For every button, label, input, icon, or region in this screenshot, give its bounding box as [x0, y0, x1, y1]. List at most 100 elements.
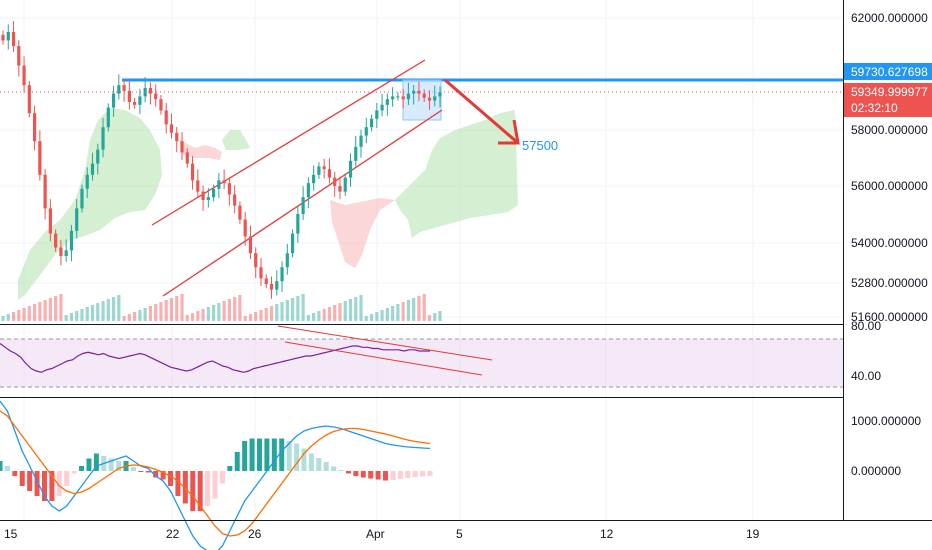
macd-panel[interactable]: [0, 397, 932, 550]
rsi-panel[interactable]: [0, 324, 932, 388]
candle-body: [269, 284, 274, 290]
candle-body: [348, 160, 353, 178]
candle-body: [106, 107, 110, 128]
rsi-tick-label: 40.00: [851, 369, 881, 383]
macd-histogram-bar: [86, 458, 92, 471]
volume-bar: [433, 313, 437, 321]
candle-body: [122, 85, 126, 91]
volume-bar: [190, 313, 195, 321]
time-axis[interactable]: 15 22 26 Apr 5 12 19: [0, 520, 932, 542]
volume-bar: [159, 302, 163, 321]
macd-histogram-bar: [264, 438, 270, 471]
volume-bar: [264, 308, 268, 321]
volume-bar: [69, 313, 74, 321]
candle-body: [27, 85, 31, 114]
volume-bar: [391, 306, 395, 321]
rsi-trendline-lower: [284, 341, 483, 376]
macd-histogram-bar: [108, 458, 114, 471]
candle-body: [233, 194, 237, 206]
x-tick-label: 22: [166, 527, 180, 541]
candle-body: [85, 174, 89, 189]
rsi-tick-label: 80.00: [851, 319, 881, 333]
volume-bar: [317, 311, 321, 321]
volume-bar: [296, 296, 300, 321]
candle-body: [285, 253, 289, 268]
candle-body: [96, 149, 100, 164]
volume-bar: [285, 300, 289, 321]
volume-bar: [111, 297, 116, 321]
macd-histogram-bar: [175, 471, 181, 496]
candle-body: [343, 177, 347, 192]
macd-histogram-bar: [212, 471, 218, 499]
x-tick-label: 15: [4, 527, 18, 541]
candle-body: [322, 166, 326, 170]
candle-body: [32, 113, 37, 142]
macd-histogram-bar: [242, 441, 248, 471]
candle-body: [259, 267, 263, 279]
volume-bar: [338, 303, 342, 321]
candle-body: [438, 92, 442, 97]
volume-bar: [348, 299, 353, 321]
candle-body: [159, 99, 163, 111]
candle-body: [17, 46, 21, 66]
candle-body: [391, 96, 395, 100]
volume-bar: [59, 294, 63, 321]
ichimoku-cloud-green-2: [222, 130, 250, 150]
macd-histogram-bar: [412, 471, 418, 477]
target-label: 57500: [522, 138, 558, 153]
candle-body: [359, 135, 363, 147]
candle-body: [354, 146, 358, 161]
volume-bar: [169, 298, 174, 321]
candle-body: [64, 250, 68, 256]
candle-body: [206, 197, 210, 200]
volume-bar: [212, 305, 216, 321]
macd-histogram-bar: [219, 471, 225, 484]
macd-histogram-bar: [331, 466, 337, 471]
macd-histogram-bar: [308, 453, 314, 471]
macd-histogram-bar: [71, 471, 77, 474]
candle-body: [422, 93, 426, 98]
macd-histogram: [0, 438, 433, 511]
candle-body: [380, 104, 384, 111]
candle-body: [154, 93, 158, 100]
candle-body: [80, 188, 84, 209]
macd-histogram-bar: [19, 471, 25, 486]
macd-histogram-bar: [64, 471, 70, 486]
volume-bar: [38, 302, 42, 321]
macd-histogram-bar: [41, 471, 47, 501]
volume-bar: [427, 315, 432, 321]
macd-histogram-bar: [353, 471, 359, 476]
resistance-price-label: 59730.627698: [851, 65, 928, 79]
macd-histogram-bar: [405, 471, 411, 478]
volume-bar: [27, 306, 31, 321]
macd-histogram-bar: [383, 471, 389, 481]
rsi-trendline-upper: [277, 325, 493, 361]
macd-histogram-bar: [375, 471, 381, 480]
macd-histogram-bar: [323, 462, 329, 471]
candle-body: [143, 88, 147, 97]
macd-histogram-bar: [56, 471, 62, 496]
volume-bar: [180, 294, 184, 321]
volume-bar: [354, 297, 358, 321]
candle-body: [290, 233, 295, 254]
macd-histogram-bar: [79, 466, 85, 471]
volume-bar: [243, 316, 247, 321]
macd-histogram-bar: [34, 471, 40, 496]
macd-histogram-bar: [256, 438, 262, 471]
candle-body: [48, 208, 52, 234]
volume-bar: [364, 316, 368, 321]
candle-body: [127, 90, 131, 102]
volume-bar: [80, 309, 84, 321]
volume-bar: [401, 302, 405, 321]
candle-body: [38, 141, 42, 175]
price-panel[interactable]: 57500: [0, 0, 843, 520]
y-tick-label: 52800.000000: [851, 276, 928, 290]
candle-body: [164, 110, 168, 125]
x-tick-label: Apr: [366, 527, 385, 541]
macd-histogram-bar: [4, 466, 10, 471]
price-axis[interactable]: 62000.000000 58000.000000 56000.000000 5…: [843, 0, 932, 520]
candle-body: [243, 219, 247, 237]
candle-body: [264, 278, 268, 284]
volume-bar: [422, 294, 426, 321]
